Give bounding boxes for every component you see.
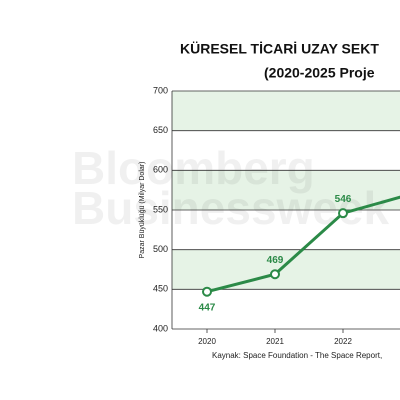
chart-title: KÜRESEL TİCARİ UZAY SEKT	[180, 41, 379, 57]
data-label: 546	[335, 194, 352, 205]
data-label: 447	[199, 302, 216, 313]
y-tick-label: 550	[153, 204, 168, 214]
watermark: Bloomberg	[72, 142, 315, 194]
chart-subtitle: (2020-2025 Proje	[264, 65, 375, 81]
grid-band	[172, 249, 400, 290]
data-label: 469	[267, 255, 284, 266]
y-tick-label: 400	[153, 323, 168, 333]
x-tick-label: 2020	[198, 337, 216, 346]
grid-band	[172, 91, 400, 131]
x-tick-label: 2021	[266, 337, 284, 346]
grid-band	[172, 170, 400, 210]
y-axis-label: Pazar Büyüklüğü (Milyar Dolar)	[139, 162, 146, 259]
y-tick-label: 450	[153, 284, 168, 294]
y-tick-label: 650	[153, 125, 168, 135]
point	[270, 269, 280, 280]
point	[338, 208, 348, 219]
watermark: Businessweek	[72, 182, 389, 234]
x-tick-label: 2022	[334, 337, 352, 346]
y-tick-label: 700	[153, 85, 168, 95]
y-tick-label: 500	[153, 244, 168, 254]
y-tick-label: 600	[153, 165, 168, 175]
source: Kaynak: Space Foundation - The Space Rep…	[212, 351, 382, 360]
point	[202, 286, 212, 297]
line	[206, 195, 400, 294]
